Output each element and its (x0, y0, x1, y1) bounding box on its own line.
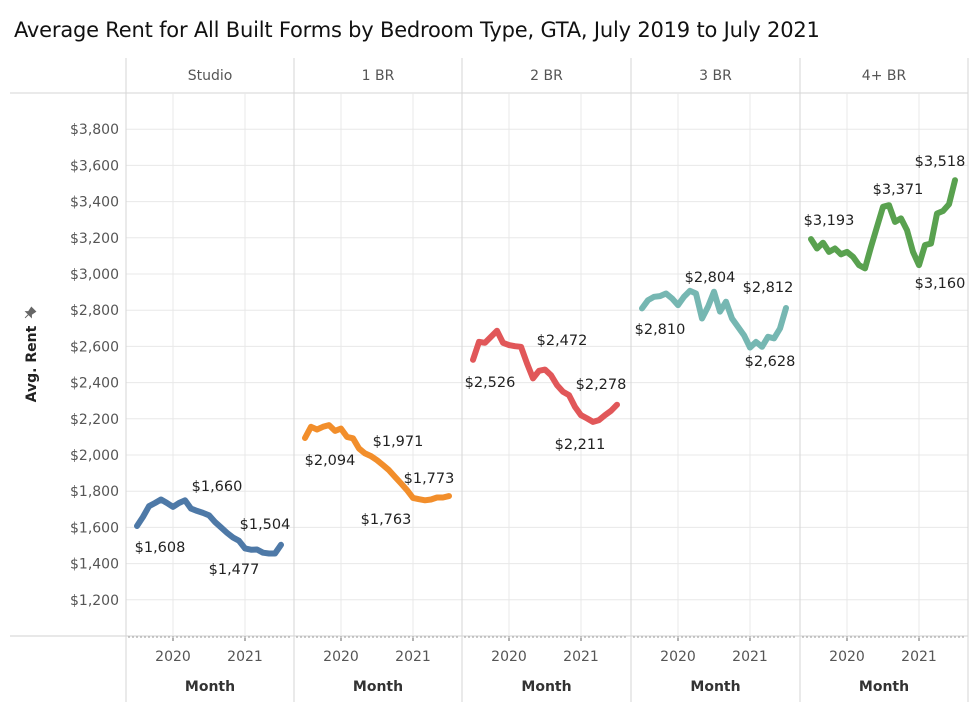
x-tick-label: 2020 (155, 649, 191, 665)
panel-header: 2 BR (530, 68, 563, 84)
y-tick-label: $2,200 (70, 412, 119, 428)
data-label: $3,518 (915, 154, 966, 170)
y-tick-label: $2,400 (70, 376, 119, 392)
data-label: $2,812 (743, 280, 794, 296)
data-label: $1,971 (373, 434, 424, 450)
series-line-1-br (302, 422, 452, 504)
data-label: $1,773 (404, 471, 455, 487)
series-line-2-br (470, 327, 620, 425)
x-tick-label: 2021 (732, 649, 768, 665)
data-label: $2,810 (635, 322, 686, 338)
panel-header: Studio (188, 68, 233, 84)
y-tick-label: $1,200 (70, 593, 119, 609)
x-tick-label: 2021 (227, 649, 263, 665)
data-label: $1,608 (135, 540, 186, 556)
x-axis-label: Month (353, 679, 403, 695)
data-label: $1,504 (240, 517, 291, 533)
y-tick-label: $2,800 (70, 303, 119, 319)
y-tick-label: $2,600 (70, 339, 119, 355)
data-label: $2,278 (576, 377, 627, 393)
x-tick-label: 2020 (660, 649, 696, 665)
y-tick-label: $1,600 (70, 520, 119, 536)
data-label: $3,193 (804, 213, 855, 229)
y-axis-label: Avg. Rent (24, 325, 40, 402)
y-tick-label: $3,800 (70, 122, 119, 138)
x-tick-label: 2020 (323, 649, 359, 665)
y-tick-label: $2,000 (70, 448, 119, 464)
data-label: $1,477 (209, 562, 260, 578)
data-label: $3,371 (873, 182, 924, 198)
panel-header: 3 BR (699, 68, 732, 84)
x-axis-label: Month (521, 679, 571, 695)
data-label: $1,763 (361, 512, 412, 528)
x-axis-label: Month (690, 679, 740, 695)
x-tick-label: 2021 (563, 649, 599, 665)
data-label: $1,660 (192, 479, 243, 495)
series-line-3-br (639, 287, 789, 351)
series-line-studio (134, 496, 284, 557)
data-label: $2,526 (465, 375, 516, 391)
x-tick-label: 2020 (829, 649, 865, 665)
y-tick-label: $3,400 (70, 195, 119, 211)
y-tick-label: $3,200 (70, 231, 119, 247)
y-tick-label: $1,400 (70, 557, 119, 573)
x-tick-label: 2021 (901, 649, 937, 665)
x-tick-label: 2021 (395, 649, 431, 665)
data-label: $2,628 (745, 354, 796, 370)
panel-header: 4+ BR (862, 68, 907, 84)
data-label: $2,094 (305, 453, 356, 469)
panel-header: 1 BR (362, 68, 395, 84)
y-tick-label: $3,000 (70, 267, 119, 283)
y-tick-label: $1,800 (70, 484, 119, 500)
data-label: $3,160 (915, 276, 966, 292)
series-line-4-br (808, 177, 958, 272)
data-label: $2,472 (537, 333, 588, 349)
x-axis-label: Month (185, 679, 235, 695)
pin-icon (24, 306, 37, 319)
x-tick-label: 2020 (491, 649, 527, 665)
data-label: $2,804 (685, 270, 736, 286)
x-axis-label: Month (859, 679, 909, 695)
chart-title: Average Rent for All Built Forms by Bedr… (14, 18, 820, 42)
y-tick-label: $3,600 (70, 158, 119, 174)
data-label: $2,211 (555, 437, 606, 453)
